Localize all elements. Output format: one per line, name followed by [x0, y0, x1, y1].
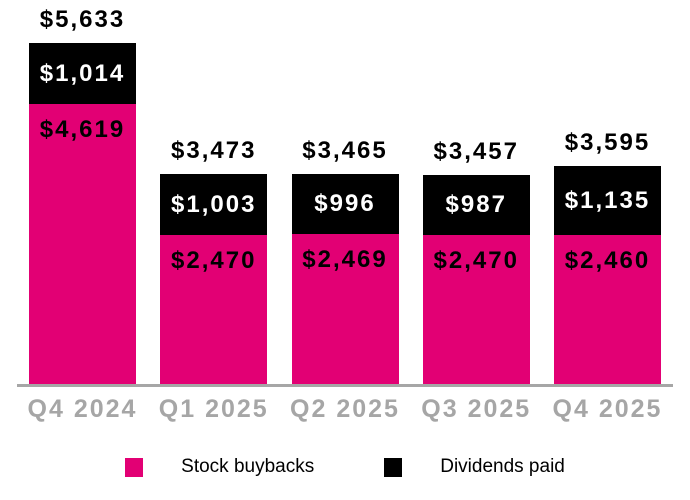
segment-value-label: $1,135: [564, 186, 651, 214]
segment-value-label: $4,619: [39, 116, 126, 143]
bar-total-label: $3,465: [302, 137, 388, 164]
legend: Stock buybacks Dividends paid: [0, 456, 690, 478]
segment-value-label: $1,003: [171, 190, 257, 218]
legend-swatch-stock-buybacks: [125, 457, 144, 477]
x-axis-label-text: Q4 2025: [552, 395, 663, 423]
bar-total-label: $3,595: [564, 129, 651, 156]
segment-value-label: $996: [314, 190, 376, 217]
plot-area: $5,633 $1,014 $4,619 $3,473 $1,003 $2,470 $3,4…: [29, 7, 661, 384]
bar-column-3: $3,465 $996 $2,469: [291, 138, 399, 384]
segment-stock-buybacks: $2,469: [291, 234, 399, 384]
x-axis-label: Q2 2025: [290, 395, 400, 423]
segment-dividends-paid: $1,014: [29, 43, 136, 104]
x-axis-label-text: Q4 2024: [27, 395, 138, 423]
bar-total-label: $3,473: [171, 137, 257, 164]
x-axis-labels: Q4 2024 Q1 2025 Q2 2025 Q3 2025 Q4 2025: [0, 395, 690, 423]
segment-value-label: $2,460: [564, 247, 651, 274]
segment-stock-buybacks: $2,470: [160, 235, 268, 384]
legend-swatch-dividends-paid: [384, 457, 403, 477]
x-axis-label: Q4 2024: [27, 395, 138, 423]
segment-dividends-paid: $1,135: [554, 166, 661, 235]
segment-value-label: $2,470: [433, 247, 519, 274]
segment-dividends-paid: $1,003: [160, 174, 268, 235]
x-axis-line: [17, 384, 673, 387]
segment-value-label: $2,470: [171, 247, 257, 274]
segment-value-label: $2,469: [302, 246, 388, 273]
bar-column-2: $3,473 $1,003 $2,470: [160, 138, 268, 384]
x-axis-label: Q3 2025: [421, 395, 532, 423]
x-axis-label-text: Q1 2025: [158, 395, 269, 423]
segment-dividends-paid: $987: [422, 175, 530, 235]
segment-stock-buybacks: $4,619: [29, 104, 136, 384]
segment-value-label: $987: [445, 191, 507, 218]
x-axis-label-text: Q2 2025: [290, 395, 400, 423]
bar-column-1: $5,633 $1,014 $4,619: [29, 7, 136, 384]
bar-column-4: $3,457 $987 $2,470: [422, 139, 530, 384]
segment-dividends-paid: $996: [291, 174, 399, 234]
bar-total-label: $3,457: [433, 138, 519, 165]
x-axis-label: Q1 2025: [158, 395, 269, 423]
x-axis-label-text: Q3 2025: [421, 395, 532, 423]
bar-total-label: $5,633: [39, 6, 126, 33]
segment-value-label: $1,014: [39, 59, 126, 87]
bar-column-5: $3,595 $1,135 $2,460: [554, 130, 661, 384]
segment-stock-buybacks: $2,460: [554, 235, 661, 384]
segment-stock-buybacks: $2,470: [422, 235, 530, 384]
legend-label-stock-buybacks: Stock buybacks: [181, 456, 315, 477]
x-axis-label: Q4 2025: [552, 395, 663, 423]
legend-label-dividends-paid: Dividends paid: [440, 456, 565, 477]
